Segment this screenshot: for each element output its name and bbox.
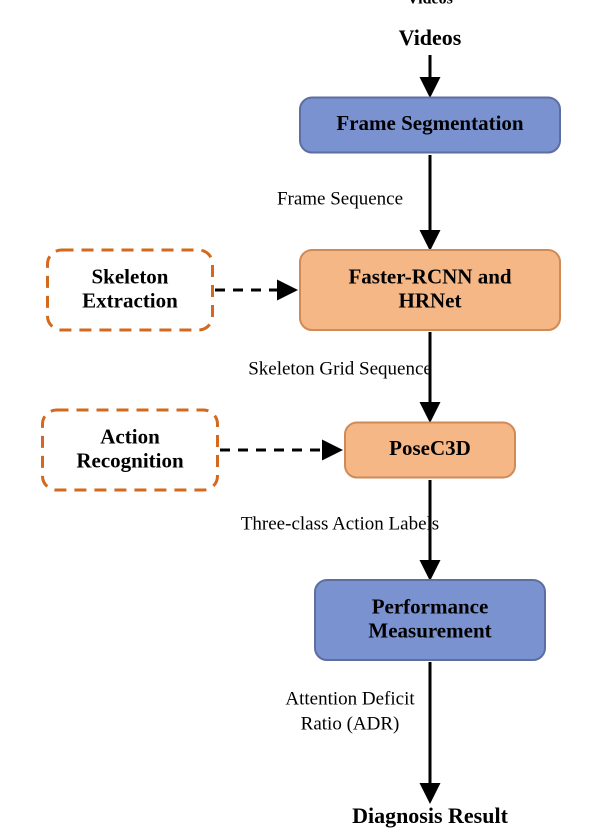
action-recognition-box-label-1: Action <box>100 424 160 448</box>
skeleton-extraction-box-label-2: Extraction <box>82 288 178 312</box>
frame-sequence-label: Frame Sequence <box>277 188 403 209</box>
flowchart-canvas: Videos Videos Frame Segmentation Frame Seq… <box>0 0 592 838</box>
input-label: Videos <box>407 0 453 8</box>
diagnosis-result-label: Diagnosis Result <box>352 803 509 828</box>
posec3d-box-label: PoseC3D <box>389 436 471 460</box>
attention-deficit-label-2: Ratio (ADR) <box>301 713 400 734</box>
performance-measurement-box-label-1: Performance <box>372 594 489 618</box>
skeleton-grid-sequence-label: Skeleton Grid Sequence <box>248 358 432 379</box>
videos-label: Videos <box>399 25 462 50</box>
faster-rcnn-hrnet-box-label-1: Faster-RCNN and <box>348 264 511 288</box>
attention-deficit-label-1: Attention Deficit <box>285 688 415 709</box>
performance-measurement-box-label-2: Measurement <box>368 618 491 642</box>
skeleton-extraction-box-label-1: Skeleton <box>91 264 168 288</box>
three-class-action-labels: Three-class Action Labels <box>241 513 439 534</box>
frame-segmentation-box-label: Frame Segmentation <box>336 111 524 135</box>
action-recognition-box-label-2: Recognition <box>76 448 184 472</box>
faster-rcnn-hrnet-box-label-2: HRNet <box>399 288 462 312</box>
